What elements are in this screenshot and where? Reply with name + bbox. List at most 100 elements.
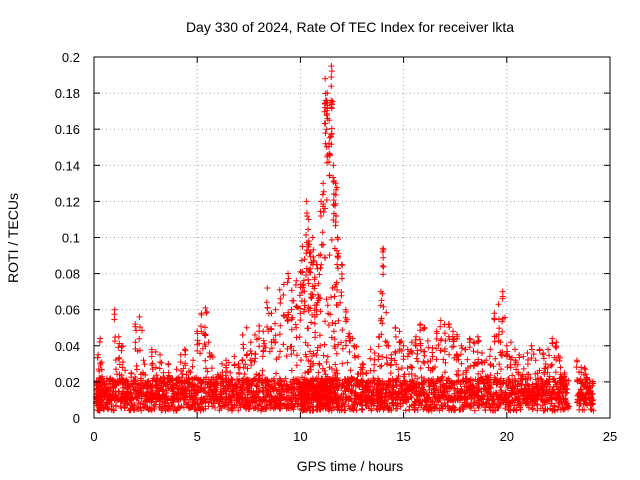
roti-point — [180, 404, 187, 411]
roti-point — [491, 315, 498, 322]
roti-point — [334, 265, 341, 272]
roti-point — [149, 366, 156, 373]
grid — [94, 57, 610, 418]
roti-point — [371, 361, 378, 368]
roti-point — [330, 162, 337, 169]
roti-point — [320, 209, 327, 216]
roti-point — [136, 347, 143, 354]
roti-point — [359, 406, 366, 413]
roti-point — [396, 339, 403, 346]
y-tick-label: 0.08 — [55, 267, 80, 282]
roti-point — [231, 361, 238, 368]
roti-point — [183, 371, 190, 378]
roti-point — [149, 360, 156, 367]
roti-point — [540, 355, 547, 362]
roti-point — [141, 361, 148, 368]
roti-point — [328, 63, 335, 70]
roti-point — [333, 367, 340, 374]
roti-point — [324, 353, 331, 360]
roti-point — [190, 376, 197, 383]
roti-point — [417, 365, 424, 372]
roti-point — [199, 403, 206, 410]
roti-point — [119, 359, 126, 366]
roti-point — [331, 293, 338, 300]
roti-point — [178, 403, 185, 410]
roti-point — [179, 371, 186, 378]
roti-point — [332, 320, 339, 327]
roti-point — [290, 297, 297, 304]
roti-point — [288, 367, 295, 374]
roti-point — [380, 271, 387, 278]
roti-point — [133, 327, 140, 334]
data-points — [93, 63, 597, 414]
roti-point — [424, 337, 431, 344]
roti-point — [319, 241, 326, 248]
roti-point — [142, 397, 149, 404]
roti-point — [173, 366, 180, 373]
roti-point — [121, 405, 128, 412]
roti-point — [288, 287, 295, 294]
roti-point — [316, 360, 323, 367]
y-tick-label: 0.2 — [62, 50, 80, 65]
roti-point — [115, 355, 122, 362]
roti-point — [316, 271, 323, 278]
roti-point — [293, 362, 300, 369]
roti-point — [507, 364, 514, 371]
roti-point — [152, 364, 159, 371]
roti-point — [330, 328, 337, 335]
roti-point — [133, 362, 140, 369]
x-tick-label: 20 — [500, 429, 514, 444]
roti-point — [158, 359, 165, 366]
roti-point — [175, 398, 182, 405]
roti-point — [136, 335, 143, 342]
roti-point — [190, 357, 197, 364]
roti-point — [520, 365, 527, 372]
roti-point — [383, 309, 390, 316]
roti-point — [187, 369, 194, 376]
roti-point — [194, 330, 201, 337]
roti-point — [149, 382, 156, 389]
roti-point — [263, 299, 270, 306]
roti-point — [98, 366, 105, 373]
y-tick-label: 0.16 — [55, 122, 80, 137]
roti-point — [384, 361, 391, 368]
roti-point — [259, 367, 266, 374]
roti-point — [190, 383, 197, 390]
roti-point — [298, 257, 305, 264]
roti-point — [305, 280, 312, 287]
roti-point — [136, 324, 143, 331]
roti-point — [276, 331, 283, 338]
roti-point — [323, 126, 330, 133]
roti-point — [344, 359, 351, 366]
roti-point — [539, 351, 546, 358]
roti-point — [464, 356, 471, 363]
roti-point — [120, 377, 127, 384]
roti-point — [300, 277, 307, 284]
roti-point — [161, 374, 168, 381]
roti-point — [264, 285, 271, 292]
roti-point — [182, 394, 189, 401]
roti-point — [186, 379, 193, 386]
roti-point — [479, 350, 486, 357]
roti-point — [161, 391, 168, 398]
roti-point — [320, 188, 327, 195]
roti-point — [335, 317, 342, 324]
roti-point — [317, 265, 324, 272]
roti-point — [339, 327, 346, 334]
roti-point — [421, 360, 428, 367]
roti-point — [387, 370, 394, 377]
roti-point — [160, 374, 167, 381]
roti-point — [116, 361, 123, 368]
roti-point — [322, 130, 329, 137]
roti-point — [288, 306, 295, 313]
roti-point — [112, 388, 119, 395]
roti-point — [378, 297, 385, 304]
roti-point — [136, 313, 143, 320]
roti-point — [319, 191, 326, 198]
roti-point — [107, 381, 114, 388]
roti-point — [241, 370, 248, 377]
roti-point — [108, 406, 115, 413]
roti-point — [264, 305, 271, 312]
roti-point — [512, 346, 519, 353]
roti-point — [140, 357, 147, 364]
